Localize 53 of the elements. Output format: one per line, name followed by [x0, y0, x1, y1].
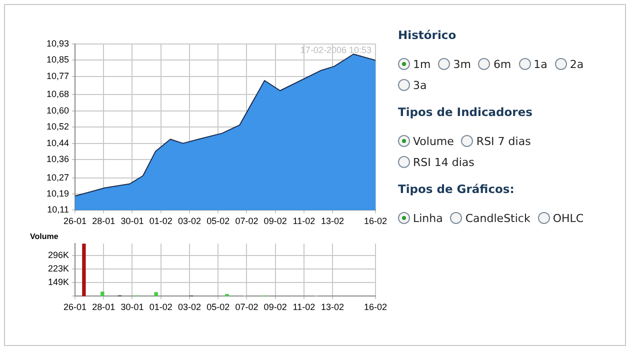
y-tick-label: 223K [48, 263, 69, 274]
y-tick-label: 10,85 [46, 54, 69, 65]
x-tick-label: 07-02 [235, 216, 258, 226]
x-tick-label: 03-02 [178, 302, 201, 312]
y-tick-label: 10,36 [46, 154, 69, 164]
x-tick-label: 16-02 [364, 216, 388, 226]
y-tick-label: 10,19 [46, 188, 69, 198]
x-tick-label: 01-02 [149, 302, 172, 312]
category-label: 1a [532, 57, 548, 73]
category-label: 3a [412, 78, 427, 94]
annotation: 17-02-2006 10:53 [300, 44, 372, 55]
x-tick-label: 26-01 [63, 302, 87, 312]
text: Tipos de Gráficos: [398, 182, 516, 196]
category-label: RSI 14 dias [412, 155, 474, 171]
x-tick-label: 16-02 [364, 302, 388, 312]
y-tick-label: 296K [48, 250, 69, 260]
category-label: 1m [412, 57, 431, 73]
y-tick-label: 10,68 [46, 89, 69, 100]
y-tick-label: 149K [48, 277, 69, 288]
x-tick-label: 28-01 [92, 302, 116, 312]
x-tick-label: 05-02 [206, 216, 230, 226]
y-tick-label: 10,27 [46, 172, 69, 182]
x-tick-label: 30-01 [120, 302, 144, 312]
x-tick-label: 05-02 [206, 302, 230, 312]
y-tick-label: 10,11 [47, 204, 69, 215]
x-tick-label: 09-02 [264, 216, 287, 226]
x-tick-label: 03-02 [178, 216, 201, 226]
text: Tipos de Indicadores [398, 105, 534, 119]
x-tick-label: 28-01 [92, 216, 116, 226]
x-tick-label: 11-02 [292, 216, 316, 226]
category-label: 6m [492, 57, 512, 73]
category-label: CandleStick [464, 211, 530, 227]
x-tick-label: 13-02 [321, 216, 344, 226]
x-tick-label: 01-02 [149, 216, 172, 226]
x-tick-label: 26-01 [63, 216, 87, 226]
x-tick-label: 07-02 [235, 302, 258, 312]
category-label: RSI 7 dias [475, 134, 531, 150]
x-tick-label: 30-01 [120, 216, 144, 226]
category-label: 3m [452, 57, 471, 73]
x-tick-label: 09-02 [264, 302, 287, 312]
category-label: 2a [568, 57, 584, 73]
x-tick-label: 11-02 [292, 302, 316, 312]
y-tick-label: 10,44 [46, 138, 69, 148]
category-label: Volume [412, 134, 454, 150]
x-tick-label: 13-02 [321, 302, 344, 312]
y-tick-label: 10,60 [46, 105, 69, 116]
text: Histórico [398, 28, 458, 42]
y-tick-label: 10,52 [46, 122, 69, 132]
y-tick-label: 10,77 [46, 70, 69, 81]
category-label: Linha [412, 211, 443, 227]
category-label: OHLC [552, 211, 584, 227]
y-tick-label: 10,93 [46, 38, 69, 48]
chart-title: Volume [30, 232, 59, 242]
